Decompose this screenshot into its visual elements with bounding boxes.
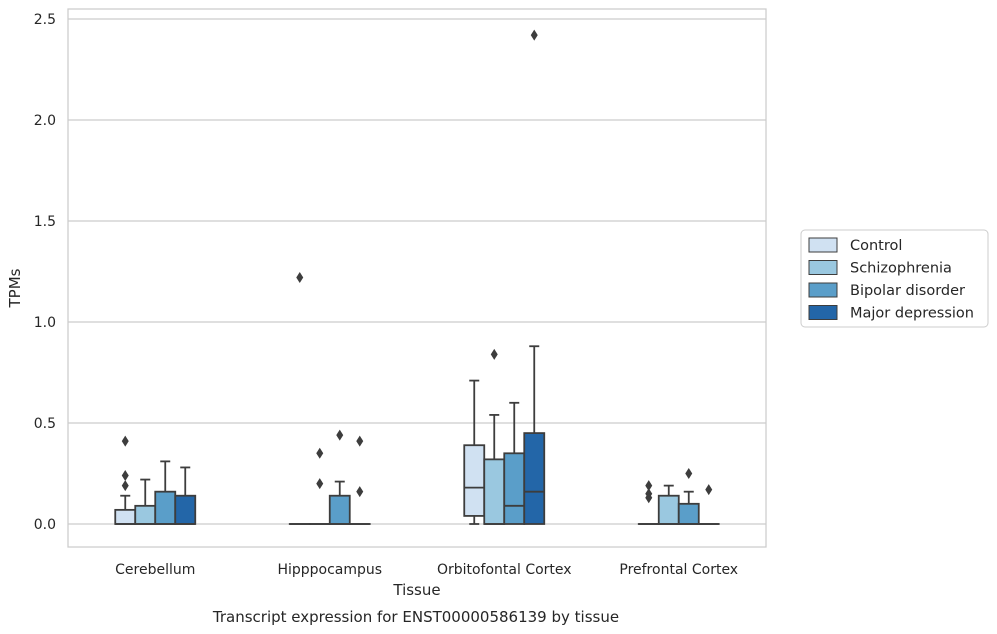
outlier-point — [490, 348, 498, 360]
legend-frame — [800, 229, 989, 328]
box — [174, 466, 197, 525]
box — [154, 460, 177, 525]
y-tick-label: 1.5 — [34, 214, 56, 230]
box — [348, 435, 371, 525]
box-series — [114, 29, 720, 525]
outlier-point — [356, 435, 364, 447]
outlier-point — [685, 468, 693, 479]
box-body — [174, 494, 197, 525]
outlier-point — [316, 478, 324, 490]
box-body — [523, 432, 546, 525]
x-tick-label: Hipppocampus — [277, 562, 382, 578]
x-tick-label: Cerebellum — [115, 562, 195, 578]
x-axis-label: Tissue — [392, 581, 440, 599]
y-axis-label: TPMs — [6, 268, 24, 308]
box — [308, 447, 331, 525]
y-tick-label: 2.5 — [34, 12, 56, 28]
legend-label: Schizophrenia — [850, 261, 952, 277]
chart-caption: Transcript expression for ENST0000058613… — [212, 608, 619, 626]
box — [288, 272, 311, 525]
legend-label: Control — [850, 238, 902, 254]
series-bipolar-disorder — [154, 401, 700, 525]
box-body — [114, 508, 137, 525]
legend: Control Schizophrenia Bipolar disorder Majo… — [800, 229, 989, 328]
outlier-point — [121, 435, 129, 447]
plot-frame — [67, 8, 767, 548]
legend-label: Bipolar disorder — [850, 283, 965, 299]
box — [134, 478, 157, 525]
outlier-point — [296, 272, 304, 284]
y-tick-label: 2.0 — [34, 113, 56, 129]
box — [114, 435, 137, 525]
series-major-depression — [174, 29, 720, 525]
y-tick-label: 0.0 — [34, 517, 56, 533]
y-tick-label: 0.5 — [34, 416, 56, 432]
legend-swatch — [808, 260, 838, 275]
box-body — [483, 458, 506, 525]
outlier-point — [356, 486, 364, 498]
box — [503, 401, 526, 525]
box — [697, 484, 720, 525]
outlier-point — [121, 480, 129, 492]
x-axis-ticks: Cerebellum Hipppocampus Orbitofontal Corte… — [115, 562, 738, 578]
box — [677, 468, 700, 525]
box-body — [503, 452, 526, 525]
box — [483, 348, 506, 525]
outlier-point — [530, 29, 538, 41]
y-axis-ticks: 0.0 0.5 1.0 1.5 2.0 2.5 — [34, 12, 56, 533]
series-control — [114, 272, 660, 525]
box — [463, 379, 486, 525]
box-body — [328, 494, 351, 525]
series-schizophrenia — [134, 348, 680, 525]
outlier-point — [645, 488, 653, 500]
x-tick-label: Prefrontal Cortex — [619, 562, 738, 578]
box — [328, 429, 351, 525]
outlier-point — [316, 447, 324, 459]
legend-swatch — [808, 237, 838, 253]
box-body — [677, 502, 700, 525]
box — [523, 29, 546, 525]
legend-swatch — [808, 305, 838, 320]
outlier-point — [121, 470, 129, 482]
box — [657, 484, 680, 525]
box-body — [154, 490, 177, 525]
y-tick-label: 1.0 — [34, 315, 56, 331]
legend-swatch — [808, 282, 838, 298]
grid-lines — [68, 18, 766, 525]
x-tick-label: Orbitofontal Cortex — [437, 562, 572, 578]
legend-label: Major depression — [850, 306, 974, 322]
outlier-point — [336, 429, 344, 441]
box-body — [134, 504, 157, 525]
box-body — [463, 444, 486, 517]
box-body — [657, 494, 680, 525]
outlier-point — [645, 480, 653, 492]
outlier-point — [705, 484, 713, 496]
box — [637, 480, 660, 525]
